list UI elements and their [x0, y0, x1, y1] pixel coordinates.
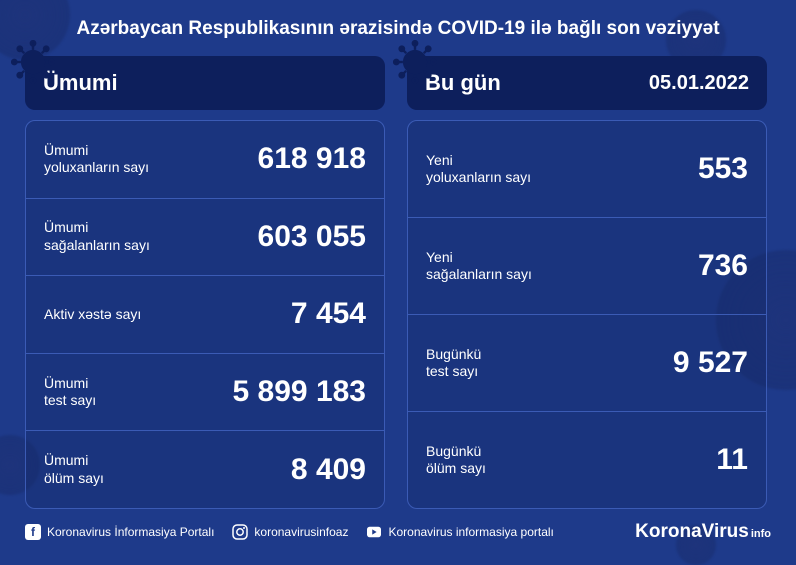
stat-label: Bugünkütest sayı [426, 346, 481, 381]
stat-row: Ümumisağalanların sayı 603 055 [26, 199, 384, 277]
stat-row: Aktiv xəstə sayı 7 454 [26, 276, 384, 354]
stat-row: Bugünküölüm sayı 11 [408, 412, 766, 508]
panel-date: 05.01.2022 [649, 72, 749, 95]
social-label: Koronavirus İnformasiya Portalı [47, 525, 214, 539]
page-title: Azərbaycan Respublikasının ərazisində CO… [25, 18, 771, 40]
stat-value: 603 055 [258, 220, 366, 254]
stat-row: Ümumitest sayı 5 899 183 [26, 354, 384, 432]
stat-value: 5 899 183 [233, 375, 366, 409]
stat-label: Yeniyoluxanların sayı [426, 152, 531, 187]
stat-row: Ümumiyoluxanların sayı 618 918 [26, 121, 384, 199]
stat-value: 618 918 [258, 142, 366, 176]
stat-row: Bugünkütest sayı 9 527 [408, 315, 766, 412]
stat-label: Bugünküölüm sayı [426, 443, 486, 478]
stat-value: 9 527 [673, 346, 748, 380]
youtube-icon [366, 524, 382, 540]
stat-label: Yenisağalanların sayı [426, 249, 532, 284]
virus-icon [393, 40, 437, 84]
stat-value: 8 409 [291, 453, 366, 487]
virus-icon [11, 40, 55, 84]
stat-value: 736 [698, 249, 748, 283]
socials: f Koronavirus İnformasiya Portalı korona… [25, 524, 554, 540]
stat-label: Ümumiyoluxanların sayı [44, 142, 149, 177]
social-label: koronavirusinfoaz [254, 525, 348, 539]
brand-main: KoronaVirus [635, 521, 749, 543]
stat-row: Yeniyoluxanların sayı 553 [408, 121, 766, 218]
social-label: Koronavirus informasiya portalı [388, 525, 553, 539]
stat-value: 11 [716, 443, 748, 477]
social-instagram: koronavirusinfoaz [232, 524, 348, 540]
stat-label: Aktiv xəstə sayı [44, 306, 141, 324]
today-stat-list: Yeniyoluxanların sayı 553 Yenisağalanlar… [407, 120, 767, 509]
panel-total-header: Ümumi [25, 56, 385, 110]
social-youtube: Koronavirus informasiya portalı [366, 524, 553, 540]
instagram-icon [232, 524, 248, 540]
stat-label: Ümumisağalanların sayı [44, 219, 150, 254]
stat-label: Ümumiölüm sayı [44, 452, 104, 487]
total-stat-list: Ümumiyoluxanların sayı 618 918 Ümumisağa… [25, 120, 385, 509]
panels-container: Ümumi Ümumiyoluxanların sayı 618 918 Ümu… [25, 56, 771, 509]
footer: f Koronavirus İnformasiya Portalı korona… [25, 521, 771, 543]
social-facebook: f Koronavirus İnformasiya Portalı [25, 524, 214, 540]
panel-total: Ümumi Ümumiyoluxanların sayı 618 918 Ümu… [25, 56, 385, 509]
brand: KoronaVirus info [635, 521, 771, 543]
stat-label: Ümumitest sayı [44, 375, 96, 410]
facebook-icon: f [25, 524, 41, 540]
stat-value: 7 454 [291, 297, 366, 331]
stat-row: Ümumiölüm sayı 8 409 [26, 431, 384, 508]
panel-today: Bu gün 05.01.2022 Yeniyoluxanların sayı … [407, 56, 767, 509]
panel-today-header: Bu gün 05.01.2022 [407, 56, 767, 110]
stat-row: Yenisağalanların sayı 736 [408, 218, 766, 315]
stat-value: 553 [698, 152, 748, 186]
brand-sub: info [751, 528, 771, 540]
